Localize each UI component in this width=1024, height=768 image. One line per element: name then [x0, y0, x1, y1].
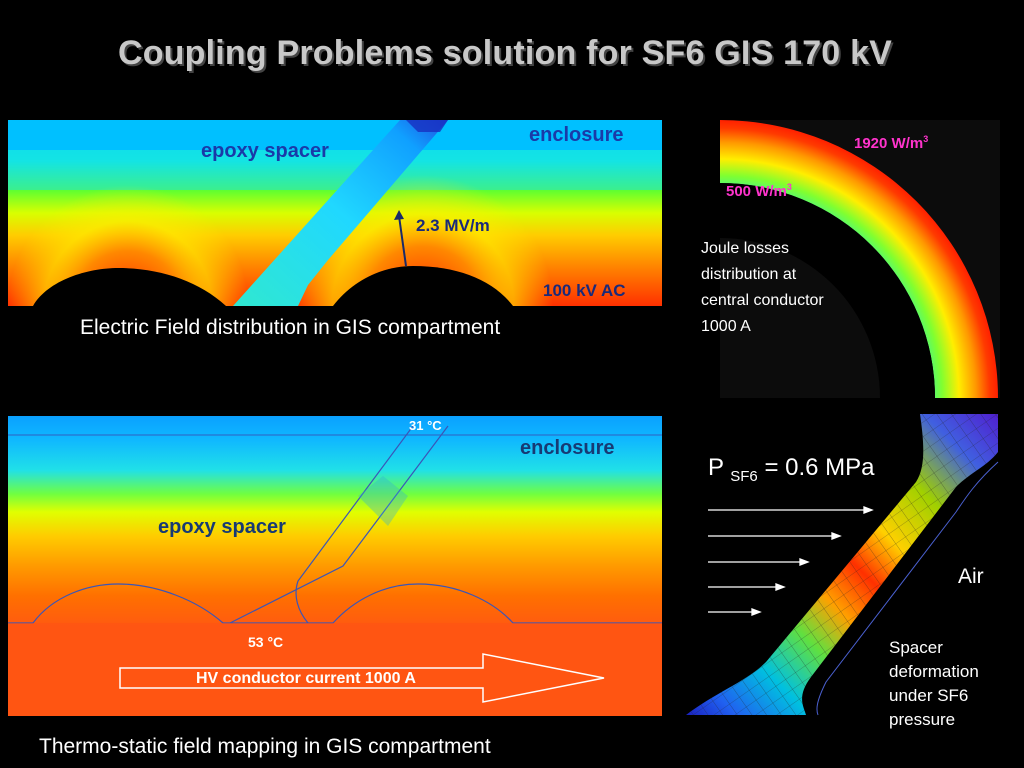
pressure-label: P SF6 = 0.6 MPa — [708, 454, 875, 485]
electric-field-panel: enclosure epoxy spacer 2.3 MV/m 100 kV A… — [8, 120, 662, 306]
enclosure-label: enclosure — [529, 124, 624, 146]
epoxy-spacer-label: epoxy spacer — [201, 140, 329, 162]
joule-losses-panel: 1920 W/m3 500 W/m3 — [720, 120, 1000, 398]
bottom-temp-label: 53 °C — [248, 634, 284, 650]
deformation-description: Spacer deformation under SF6 pressure — [889, 638, 979, 729]
thermal-map — [8, 416, 662, 716]
top-temp-label: 31 °C — [409, 418, 442, 433]
thermal-enclosure-label: enclosure — [520, 437, 615, 459]
mechanical-panel — [686, 412, 1000, 718]
joule-losses-map — [720, 120, 1000, 398]
thermal-epoxy-spacer-label: epoxy spacer — [158, 516, 286, 538]
field-arrow — [398, 215, 407, 267]
pressure-arrows — [708, 506, 874, 616]
current-arrow-label: HV conductor current 1000 A — [196, 670, 416, 687]
field-arrow-head — [394, 210, 404, 220]
max-loss-label: 1920 W/m3 — [854, 134, 929, 152]
spacer-deformation-map — [686, 412, 1000, 718]
page-title: Coupling Problems solution for SF6 GIS 1… — [117, 34, 893, 72]
joule-losses-description: Joule losses distribution at central con… — [701, 240, 824, 335]
thermal-panel: 31 °C enclosure epoxy spacer 53 °C HV co… — [8, 416, 662, 716]
field-value-label: 2.3 MV/m — [416, 216, 490, 235]
current-arrow — [119, 653, 605, 703]
air-label: Air — [958, 565, 984, 588]
electric-field-map — [8, 120, 662, 306]
min-loss-label: 500 W/m3 — [726, 182, 792, 200]
thermal-caption: Thermo-static field mapping in GIS compa… — [39, 735, 491, 758]
voltage-label: 100 kV AC — [543, 281, 626, 300]
electric-field-caption: Electric Field distribution in GIS compa… — [80, 316, 501, 339]
